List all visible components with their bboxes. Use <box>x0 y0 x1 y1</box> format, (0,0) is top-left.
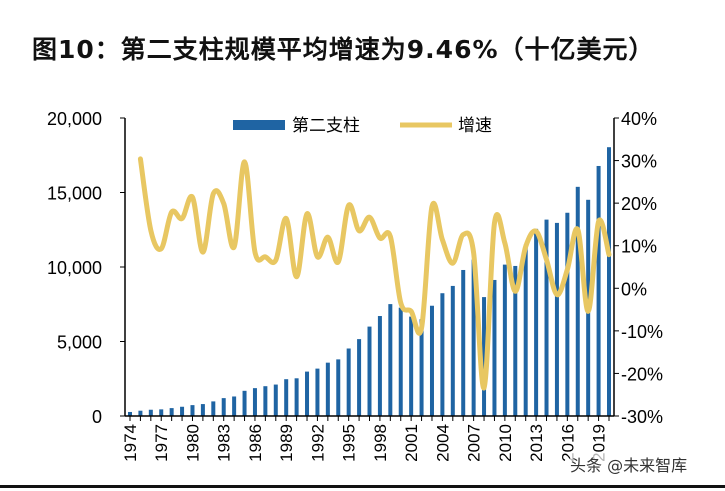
bar-1997 <box>367 326 372 416</box>
bar-1988 <box>273 384 278 416</box>
bar-1984 <box>232 396 237 416</box>
left-tick-label: 20,000 <box>47 109 102 129</box>
left-tick-label: 10,000 <box>47 258 102 278</box>
bar-2020 <box>607 147 611 417</box>
bar-1976 <box>148 409 153 416</box>
bar-2007 <box>471 259 476 416</box>
bar-1996 <box>357 339 362 416</box>
bar-2012 <box>523 244 528 416</box>
bar-1994 <box>336 359 341 416</box>
bar-2009 <box>492 279 497 416</box>
right-tick-label: -10% <box>621 322 663 342</box>
bar-1975 <box>138 410 143 416</box>
left-tick-label: 5,000 <box>57 333 102 353</box>
bar-2019 <box>596 165 601 416</box>
bar-1987 <box>263 386 268 416</box>
bar-2013 <box>534 228 539 416</box>
x-tick-label: 2004 <box>433 424 452 462</box>
bar-1998 <box>377 316 382 416</box>
right-tick-label: 20% <box>621 194 657 214</box>
x-tick-label: 1977 <box>152 424 171 462</box>
legend-bar-label: 第二支柱 <box>292 116 360 136</box>
x-tick-label: 1998 <box>371 424 390 462</box>
bar-2000 <box>398 307 403 416</box>
right-tick-label: 10% <box>621 237 657 257</box>
right-tick-label: 40% <box>621 109 657 129</box>
legend-line-label: 增速 <box>458 116 492 136</box>
bar-1991 <box>305 371 310 416</box>
x-tick-label: 1986 <box>246 424 265 462</box>
bar-1985 <box>242 390 247 416</box>
bar-1977 <box>159 409 164 416</box>
bar-2003 <box>429 305 434 416</box>
x-tick-label: 1974 <box>121 424 140 462</box>
x-tick-label: 1989 <box>277 424 296 462</box>
bar-2001 <box>409 316 414 416</box>
right-tick-label: 30% <box>621 152 657 172</box>
x-tick-label: 1992 <box>308 424 327 462</box>
x-tick-label: 2001 <box>402 424 421 462</box>
bar-2011 <box>513 265 518 416</box>
bar-1999 <box>388 304 393 416</box>
bar-2017 <box>575 186 580 416</box>
legend-bar-swatch <box>233 120 285 130</box>
chart-title: 图10：第二支柱规模平均增速为9.46%（十亿美元） <box>32 35 655 64</box>
bar-1982 <box>211 401 216 416</box>
bar-2005 <box>450 285 455 416</box>
bar-1979 <box>180 406 185 416</box>
x-tick-label: 1995 <box>340 424 359 462</box>
left-tick-label: 0 <box>92 407 102 427</box>
bar-2004 <box>440 293 445 416</box>
x-tick-label: 1980 <box>183 424 202 462</box>
bar-2006 <box>461 269 466 416</box>
bar-1992 <box>315 368 320 416</box>
bottom-rule <box>0 485 725 488</box>
bar-1993 <box>325 362 330 416</box>
bar-1980 <box>190 405 195 416</box>
bar-1981 <box>200 404 205 416</box>
bar-1995 <box>346 348 351 416</box>
x-tick-label: 2013 <box>527 424 546 462</box>
x-tick-label: 2007 <box>465 424 484 462</box>
bar-2002 <box>419 319 424 416</box>
watermark: 头条 @未来智库 <box>570 452 688 476</box>
left-tick-label: 15,000 <box>47 184 102 204</box>
bar-1989 <box>284 379 289 416</box>
bar-1983 <box>221 398 226 416</box>
right-tick-label: -20% <box>621 364 663 384</box>
growth-line <box>137 156 612 391</box>
bar-1978 <box>169 408 174 416</box>
x-tick-label: 2010 <box>496 424 515 462</box>
x-tick-label: 1983 <box>215 424 234 462</box>
right-tick-label: 0% <box>621 279 647 299</box>
bar-2016 <box>565 212 570 416</box>
bar-2014 <box>544 219 549 416</box>
bar-1974 <box>128 411 132 416</box>
bar-1986 <box>252 388 257 416</box>
bar-2015 <box>554 222 559 416</box>
bar-1990 <box>294 378 299 416</box>
bar-2010 <box>502 264 507 416</box>
right-tick-label: -30% <box>621 407 663 427</box>
bar-2008 <box>482 297 487 416</box>
